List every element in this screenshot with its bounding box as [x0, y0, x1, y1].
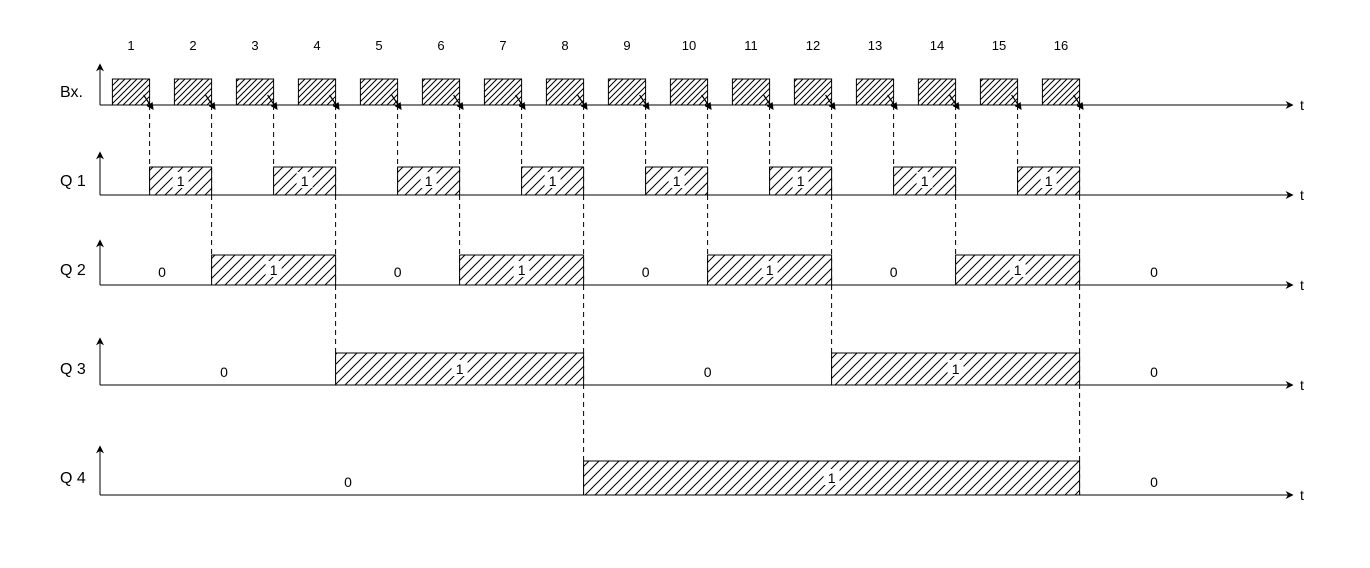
pulse-value: 1 — [828, 470, 836, 486]
pulse-value: 1 — [1045, 173, 1053, 189]
clock-pulse — [112, 79, 149, 105]
clock-number: 6 — [437, 38, 444, 53]
pulse-value: 1 — [270, 262, 278, 278]
clock-number: 16 — [1054, 38, 1068, 53]
t-axis-label-clk: t — [1300, 97, 1304, 113]
clock-pulse — [794, 79, 831, 105]
gap-value: 0 — [704, 364, 712, 380]
clock-pulse — [918, 79, 955, 105]
clock-number: 10 — [682, 38, 696, 53]
pulse-value: 1 — [177, 173, 185, 189]
pulse-value: 1 — [921, 173, 929, 189]
gap-value: 0 — [642, 264, 650, 280]
clock-number: 4 — [313, 38, 320, 53]
clock-number: 12 — [806, 38, 820, 53]
pulse-value: 1 — [1014, 262, 1022, 278]
clock-pulse — [360, 79, 397, 105]
row-label-q4: Q 4 — [60, 470, 86, 487]
clock-number: 7 — [499, 38, 506, 53]
clock-pulse — [298, 79, 335, 105]
clock-number: 11 — [744, 38, 758, 53]
gap-value: 0 — [220, 364, 228, 380]
row-label-q2: Q 2 — [60, 262, 86, 279]
gap-value: 0 — [1150, 264, 1158, 280]
clock-number: 5 — [375, 38, 382, 53]
row-label-q1: Q 1 — [60, 173, 86, 190]
clock-pulse — [1042, 79, 1079, 105]
row-q4: Q 4 t 1 0 0 — [60, 447, 1304, 503]
row-q3: Q 3 t 1 1 0 0 0 — [60, 339, 1304, 393]
t-axis-label-q2: t — [1300, 277, 1304, 293]
row-q1: Q 1 t 1 1 1 1 1 1 1 1 — [60, 153, 1304, 203]
pulse-value: 1 — [301, 173, 309, 189]
pulse-value: 1 — [549, 173, 557, 189]
edge-dashes — [150, 105, 1080, 495]
clock-pulse — [484, 79, 521, 105]
gap-value: 0 — [394, 264, 402, 280]
t-axis-label-q4: t — [1300, 487, 1304, 503]
gap-value: 0 — [158, 264, 166, 280]
clock-pulse — [174, 79, 211, 105]
gap-value: 0 — [344, 474, 352, 490]
clock-pulse — [422, 79, 459, 105]
timing-diagram: Вх.t12345678910111213141516Q 1t11111111Q… — [0, 0, 1370, 568]
row-label-clk: Вх. — [60, 84, 83, 101]
clock-pulse — [980, 79, 1017, 105]
clock-pulse — [670, 79, 707, 105]
pulse-value: 1 — [425, 173, 433, 189]
clock-pulse — [732, 79, 769, 105]
clock-pulse — [856, 79, 893, 105]
gap-value: 0 — [1150, 364, 1158, 380]
clock-pulse — [236, 79, 273, 105]
row-clk: Вх.t12345678910111213141516 — [60, 38, 1304, 113]
clock-number: 8 — [561, 38, 568, 53]
clock-number: 3 — [251, 38, 258, 53]
t-axis-label-q1: t — [1300, 187, 1304, 203]
pulse-value: 1 — [456, 361, 464, 377]
clock-number: 2 — [189, 38, 196, 53]
pulse-value: 1 — [952, 361, 960, 377]
clock-number: 14 — [930, 38, 944, 53]
row-label-q3: Q 3 — [60, 361, 86, 378]
pulse-value: 1 — [673, 173, 681, 189]
clock-number: 9 — [623, 38, 630, 53]
clock-number: 15 — [992, 38, 1006, 53]
row-q2: Q 2 t 1 1 1 1 0 0 0 0 0 — [60, 241, 1304, 293]
gap-value: 0 — [890, 264, 898, 280]
pulse-value: 1 — [766, 262, 774, 278]
clock-pulse — [546, 79, 583, 105]
t-axis-label-q3: t — [1300, 377, 1304, 393]
gap-value: 0 — [1150, 474, 1158, 490]
clock-number: 1 — [127, 38, 134, 53]
pulse-value: 1 — [797, 173, 805, 189]
clock-pulse — [608, 79, 645, 105]
clock-number: 13 — [868, 38, 882, 53]
pulse-value: 1 — [518, 262, 526, 278]
